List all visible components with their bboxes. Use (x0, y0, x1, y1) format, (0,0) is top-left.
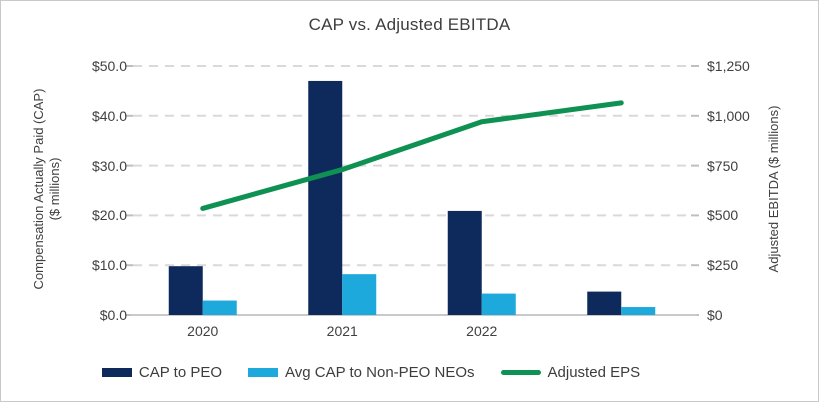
bar-cap-to-peo (168, 266, 203, 315)
legend-item: CAP to PEO (101, 363, 222, 381)
bar-avg-cap-to-non-peo-neos (342, 274, 377, 315)
right-axis-tick-label: $1,000 (707, 107, 750, 124)
line-adjusted-eps (200, 100, 624, 211)
bar-cap-to-peo (308, 80, 343, 315)
left-axis-tick-label: $20.0 (91, 207, 127, 224)
legend-label: CAP to PEO (138, 363, 222, 381)
right-axis-tick-label: $750 (707, 157, 739, 174)
right-axis-tick-label: $1,250 (707, 58, 750, 74)
bar-avg-cap-to-non-peo-neos (621, 307, 656, 315)
bar-cap-to-peo (587, 291, 622, 315)
bar-cap-to-peo (447, 210, 482, 315)
chart-title: CAP vs. Adjusted EBITDA (308, 15, 511, 34)
left-axis-tick-label: $10.0 (91, 257, 127, 274)
x-axis-label: 2021 (326, 323, 358, 339)
right-axis-tick-label: $500 (707, 207, 739, 224)
right-axis-tick-label: $250 (707, 257, 739, 274)
x-axis-label: 2020 (187, 323, 219, 339)
left-axis-tick-label: $50.0 (91, 58, 127, 74)
legend-item: Avg CAP to Non-PEO NEOs (248, 364, 475, 381)
legend-swatch-bar (248, 367, 278, 377)
bar-avg-cap-to-non-peo-neos (481, 293, 516, 315)
right-axis-tick-label: $0 (707, 307, 723, 323)
left-axis-tick-label: $0.0 (99, 307, 127, 323)
legend-swatch-bar (101, 367, 132, 377)
left-axis-tick-label: $40.0 (91, 107, 127, 124)
legend-item: Adjusted EPS (500, 363, 641, 381)
legend-label: Avg CAP to Non-PEO NEOs (285, 363, 475, 381)
legend: CAP to PEO Avg CAP to Non-PEO NEOs Adjuste… (1, 361, 741, 383)
x-axis-label: 2022 (466, 323, 498, 339)
bar-avg-cap-to-non-peo-neos (202, 300, 237, 315)
legend-swatch-line (500, 369, 541, 375)
legend-label: Adjusted EPS (547, 363, 641, 381)
left-axis-tick-label: $30.0 (91, 157, 127, 174)
